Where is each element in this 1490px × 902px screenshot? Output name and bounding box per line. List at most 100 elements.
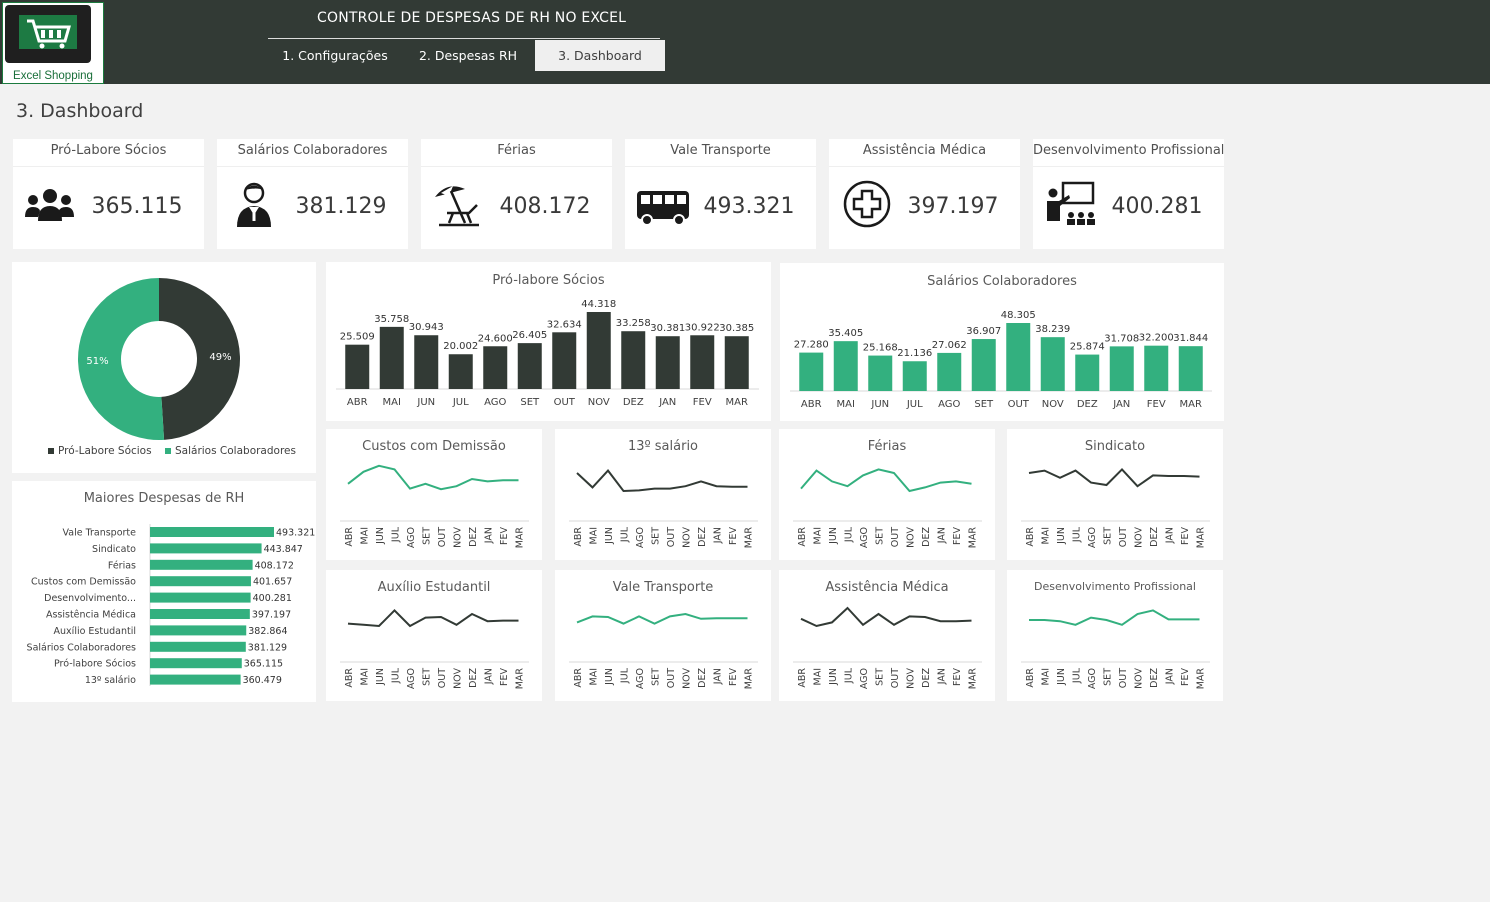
x-tick-label: AGO bbox=[938, 399, 960, 410]
chart-title: Assistência Médica bbox=[825, 580, 949, 595]
bar bbox=[150, 641, 246, 652]
x-tick-label: DEZ bbox=[697, 668, 708, 688]
bar bbox=[655, 336, 680, 389]
x-tick-label: NOV bbox=[1042, 399, 1064, 410]
x-tick-label: SET bbox=[651, 668, 662, 686]
bar-data-label: 38.239 bbox=[1035, 324, 1070, 335]
x-tick-label: NOV bbox=[453, 527, 464, 548]
series-line bbox=[576, 469, 748, 493]
bar-data-label: 31.844 bbox=[1173, 333, 1208, 344]
businessman-icon bbox=[227, 179, 281, 233]
x-tick-label: ABR bbox=[1025, 668, 1036, 688]
x-tick-label: JUN bbox=[1056, 668, 1067, 686]
bar-data-label: 400.281 bbox=[253, 593, 292, 604]
chart-title: Pró-labore Sócios bbox=[492, 273, 605, 288]
tab-despesas-rh[interactable]: 2. Despesas RH bbox=[418, 48, 518, 63]
bar bbox=[902, 361, 927, 391]
x-tick-label: JUL bbox=[1072, 667, 1083, 684]
x-tick-label: JUN bbox=[604, 527, 615, 545]
x-tick-label: NOV bbox=[906, 527, 917, 548]
bar bbox=[345, 344, 370, 389]
x-tick-label: OUT bbox=[437, 668, 448, 688]
x-tick-label: FEV bbox=[952, 668, 963, 686]
bar bbox=[799, 352, 824, 391]
x-tick-label: MAR bbox=[968, 527, 979, 549]
x-tick-label: DEZ bbox=[1149, 668, 1160, 688]
x-tick-label: FEV bbox=[499, 668, 510, 686]
x-tick-label: SET bbox=[651, 527, 662, 545]
bar-data-label: 30.922 bbox=[685, 322, 720, 333]
kpi-value: 408.172 bbox=[499, 194, 591, 219]
series-line bbox=[347, 464, 519, 491]
tab-configuracoes[interactable]: 1. Configurações bbox=[282, 48, 388, 63]
bar bbox=[150, 543, 262, 554]
bar bbox=[483, 346, 508, 389]
x-tick-label: JUL bbox=[844, 667, 855, 684]
bar-data-label: 26.405 bbox=[512, 330, 547, 341]
x-tick-label: JAN bbox=[713, 527, 724, 544]
bar-data-label: 397.197 bbox=[252, 610, 291, 621]
x-tick-label: FEV bbox=[1147, 399, 1166, 410]
bar-data-label: 381.129 bbox=[248, 642, 287, 653]
y-tick-label: Salários Colaboradores bbox=[27, 642, 137, 653]
donut-chart-panel: 49% 51% Pró-Labore Sócios Salários Colabo… bbox=[12, 262, 316, 473]
x-tick-label: DEZ bbox=[1149, 527, 1160, 547]
bar bbox=[621, 331, 646, 389]
bar-data-label: 35.758 bbox=[374, 314, 409, 325]
x-tick-label: MAR bbox=[744, 668, 755, 690]
y-tick-label: 13º salário bbox=[85, 675, 136, 686]
bar-data-label: 31.708 bbox=[1104, 333, 1139, 344]
bar bbox=[724, 336, 749, 389]
x-tick-label: NOV bbox=[453, 668, 464, 689]
bar bbox=[1109, 346, 1134, 391]
x-tick-label: MAI bbox=[589, 668, 600, 686]
kpi-card-pro-labore: Pró-Labore Sócios 365.115 bbox=[13, 139, 204, 249]
donut-chart: 49% 51% Pró-Labore Sócios Salários Colabo… bbox=[48, 278, 296, 457]
salarios-bar-chart: 27.280 ABR 35.405 MAI 25.168 JUN 21.136 JUL 27.0… bbox=[790, 310, 1212, 410]
x-tick-label: JUN bbox=[416, 397, 435, 408]
bar bbox=[379, 326, 404, 389]
teacher-presentation-icon bbox=[1043, 179, 1097, 233]
custos-demissao-line-chart: ABR MAI JUN JUL AGO SET OUT NOV DEZ JAN FEV MAR bbox=[340, 464, 529, 548]
x-tick-label: MAI bbox=[813, 527, 824, 545]
chart-title: Sindicato bbox=[1084, 439, 1146, 454]
x-tick-label: ABR bbox=[347, 397, 368, 408]
custos-demissao-panel: Custos com Demissão ABR MAI JUN JUL AGO SET OU… bbox=[326, 429, 542, 560]
kpi-title: Férias bbox=[497, 143, 536, 158]
x-tick-label: FEV bbox=[952, 527, 963, 545]
y-tick-label: Auxílio Estudantil bbox=[54, 626, 136, 637]
auxilio-estudantil-panel: Auxílio Estudantil ABR MAI JUN JUL AGO SET OUT… bbox=[326, 570, 542, 701]
title-divider bbox=[268, 38, 660, 39]
x-tick-label: AGO bbox=[484, 397, 506, 408]
x-tick-label: MAI bbox=[589, 527, 600, 545]
y-tick-label: Custos com Demissão bbox=[31, 577, 136, 588]
x-tick-label: JUN bbox=[828, 668, 839, 686]
x-tick-label: JUN bbox=[870, 399, 889, 410]
x-tick-label: JAN bbox=[937, 527, 948, 544]
bar-data-label: 30.385 bbox=[719, 323, 754, 334]
tab-dashboard[interactable]: 3. Dashboard bbox=[535, 40, 665, 71]
x-tick-label: DEZ bbox=[697, 527, 708, 547]
x-tick-label: JUN bbox=[828, 527, 839, 545]
people-group-icon bbox=[23, 179, 77, 233]
decimo-terceiro-line-chart: ABR MAI JUN JUL AGO SET OUT NOV DEZ JAN FEV MAR bbox=[569, 469, 758, 548]
bar bbox=[150, 609, 250, 619]
x-tick-label: MAR bbox=[726, 397, 748, 408]
x-tick-label: MAI bbox=[360, 668, 371, 686]
bar bbox=[150, 527, 274, 537]
x-tick-label: SET bbox=[875, 668, 886, 686]
x-tick-label: SET bbox=[422, 527, 433, 545]
x-tick-label: JUL bbox=[620, 526, 631, 543]
x-tick-label: AGO bbox=[1087, 668, 1098, 689]
bar bbox=[150, 592, 251, 603]
maiores-despesas-chart: Vale Transporte 493.321 Sindicato 443.847 Fé… bbox=[27, 524, 315, 686]
kpi-title: Assistência Médica bbox=[862, 143, 987, 158]
x-tick-label: FEV bbox=[499, 527, 510, 545]
x-tick-label: ABR bbox=[1025, 527, 1036, 547]
kpi-title: Vale Transporte bbox=[670, 143, 771, 158]
bar bbox=[150, 625, 247, 636]
x-tick-label: ABR bbox=[801, 399, 822, 410]
bar bbox=[150, 674, 241, 685]
chart-title: 13º salário bbox=[627, 439, 699, 454]
x-tick-label: ABR bbox=[573, 527, 584, 547]
